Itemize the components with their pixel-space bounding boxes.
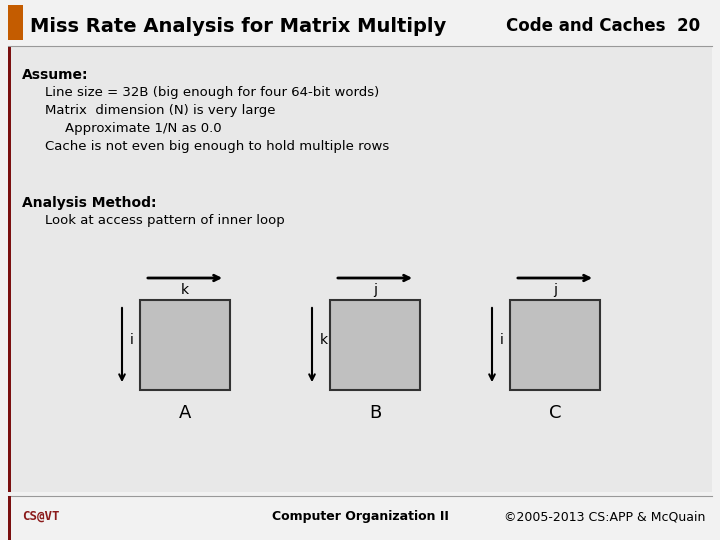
Bar [510,300,600,390]
Text: k: k [181,283,189,297]
Text: C: C [549,404,562,422]
Text: i: i [130,333,134,347]
Bar [140,300,230,390]
Bar [8,5,23,40]
Text: Look at access pattern of inner loop: Look at access pattern of inner loop [45,214,284,227]
Text: Miss Rate Analysis for Matrix Multiply: Miss Rate Analysis for Matrix Multiply [30,17,446,36]
Text: Line size = 32B (big enough for four 64-bit words): Line size = 32B (big enough for four 64-… [45,86,379,99]
Text: A: A [179,404,192,422]
Bar [8,496,11,540]
Bar [8,47,11,492]
Text: ©2005-2013 CS:APP & McQuain: ©2005-2013 CS:APP & McQuain [503,510,705,523]
Text: j: j [553,283,557,297]
Bar [330,300,420,390]
Text: i: i [500,333,504,347]
Text: CS@VT: CS@VT [22,510,60,523]
Text: Assume:: Assume: [22,68,89,82]
Text: B: B [369,404,381,422]
Text: Computer Organization II: Computer Organization II [271,510,449,523]
Text: Analysis Method:: Analysis Method: [22,196,156,210]
Text: Cache is not even big enough to hold multiple rows: Cache is not even big enough to hold mul… [45,140,390,153]
Text: k: k [320,333,328,347]
Text: j: j [373,283,377,297]
Text: Approximate 1/N as 0.0: Approximate 1/N as 0.0 [65,122,222,135]
Bar [11,47,712,492]
Text: Code and Caches  20: Code and Caches 20 [506,17,700,35]
Text: Matrix  dimension (N) is very large: Matrix dimension (N) is very large [45,104,276,117]
